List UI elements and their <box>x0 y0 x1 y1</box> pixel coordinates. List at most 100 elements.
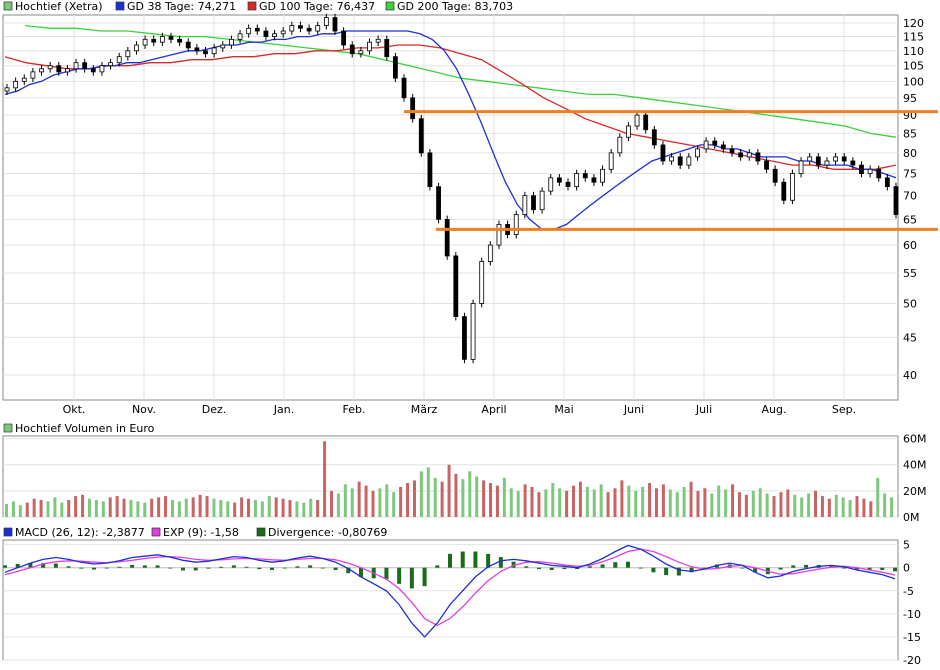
divergence-bar-0 <box>3 565 7 568</box>
volume-bar-71 <box>495 485 499 517</box>
volume-y-tick-0: 0M <box>903 511 920 524</box>
candle-1 <box>13 80 19 89</box>
volume-bar-7 <box>53 497 57 517</box>
candle-103 <box>893 186 899 215</box>
divergence-bar-59 <box>753 567 758 573</box>
volume-bar-5 <box>39 500 43 517</box>
volume-bar-43 <box>302 502 306 517</box>
price-x-tick-2: Dez. <box>202 403 227 416</box>
volume-bar-121 <box>841 497 845 517</box>
candle-85 <box>738 152 744 158</box>
candle-51 <box>444 219 450 257</box>
candle-69 <box>600 168 605 183</box>
volume-bar-109 <box>758 488 762 517</box>
volume-bar-36 <box>253 500 257 517</box>
volume-bar-70 <box>489 483 493 517</box>
divergence-bar-17 <box>219 566 224 568</box>
price-plot-area <box>2 14 899 401</box>
volume-bar-54 <box>378 488 382 517</box>
candle-47 <box>410 97 416 120</box>
price-x-tick-8: Juni <box>623 403 644 416</box>
candle-35 <box>306 27 312 32</box>
legend-swatch-gd38 <box>115 1 125 11</box>
volume-bar-126 <box>876 477 880 517</box>
macd-legend: MACD (26, 12): -2,3877 EXP (9): -1,58 Di… <box>3 526 387 539</box>
divergence-bar-44 <box>562 567 567 570</box>
volume-y-tick-3: 60M <box>903 433 927 446</box>
volume-bar-124 <box>862 498 866 517</box>
price-x-tick-0: Okt. <box>63 403 86 416</box>
divergence-bar-40 <box>511 561 516 568</box>
volume-bar-86 <box>599 484 603 517</box>
volume-y-tick-2: 40M <box>903 459 927 472</box>
volume-bar-50 <box>350 488 354 517</box>
volume-bar-33 <box>233 502 237 517</box>
divergence-bar-63 <box>804 564 808 568</box>
volume-bar-46 <box>323 441 327 517</box>
volume-bar-102 <box>710 493 714 517</box>
candle-92 <box>798 160 804 174</box>
candle-60 <box>522 195 528 215</box>
volume-bar-3 <box>25 502 29 517</box>
candle-19 <box>168 36 174 40</box>
volume-bar-60 <box>419 471 423 517</box>
volume-bar-115 <box>800 497 804 517</box>
macd-grid <box>3 544 898 661</box>
candle-89 <box>772 168 778 183</box>
macd-y-tick-4: -15 <box>903 631 921 644</box>
candle-50 <box>436 186 441 220</box>
candle-37 <box>323 17 329 26</box>
candle-42 <box>367 41 372 52</box>
divergence-bar-16 <box>206 567 211 569</box>
volume-bar-16 <box>115 496 119 517</box>
divergence-bar-32 <box>409 567 414 589</box>
volume-bar-52 <box>364 485 368 517</box>
volume-bar-0 <box>5 503 8 517</box>
price-y-tick-9: 85 <box>903 127 917 140</box>
volume-bar-14 <box>101 501 105 517</box>
volume-bar-111 <box>772 496 776 517</box>
volume-legend: Hochtief Volumen in Euro <box>3 422 155 435</box>
volume-bar-77 <box>537 492 541 517</box>
candle-13 <box>116 56 122 64</box>
price-y-tick-14: 110 <box>903 45 924 58</box>
ma38-line <box>4 30 897 231</box>
volume-bar-20 <box>143 502 147 517</box>
candle-48 <box>418 118 424 154</box>
volume-bar-47 <box>329 490 333 517</box>
macd-y-axis: 5 0 -5 -10 -15 -20 <box>903 539 921 667</box>
candle-34 <box>298 25 303 29</box>
candle-57 <box>496 223 502 246</box>
candle-82 <box>712 140 718 146</box>
volume-bar-94 <box>654 488 658 517</box>
divergence-bar-31 <box>397 567 402 584</box>
volume-bar-8 <box>60 502 64 517</box>
divergence-bar-43 <box>549 567 554 570</box>
candle-56 <box>487 244 493 262</box>
candle-39 <box>341 30 347 46</box>
legend-label-gd100: GD 100 Tage: 76,437 <box>259 0 375 13</box>
volume-bar-91 <box>634 490 638 517</box>
volume-bar-18 <box>129 500 133 517</box>
price-x-tick-4: Feb. <box>343 403 366 416</box>
candle-20 <box>177 38 183 43</box>
candle-11 <box>99 65 105 73</box>
volume-bar-28 <box>198 494 202 517</box>
candle-76 <box>660 144 666 162</box>
volume-bar-112 <box>779 492 783 517</box>
volume-bars <box>5 441 894 517</box>
divergence-bar-28 <box>359 567 363 577</box>
volume-bar-89 <box>620 480 624 517</box>
legend-swatch-price <box>3 1 13 11</box>
candle-61 <box>531 195 536 211</box>
candle-86 <box>746 152 752 158</box>
volume-bar-116 <box>807 493 811 517</box>
candle-36 <box>315 25 321 32</box>
candle-99 <box>859 164 864 174</box>
volume-bar-81 <box>565 490 569 517</box>
volume-bar-73 <box>509 488 513 517</box>
divergence-bar-39 <box>498 557 503 568</box>
candle-91 <box>790 173 795 201</box>
volume-y-axis: 0M 20M 40M 60M <box>903 433 927 524</box>
